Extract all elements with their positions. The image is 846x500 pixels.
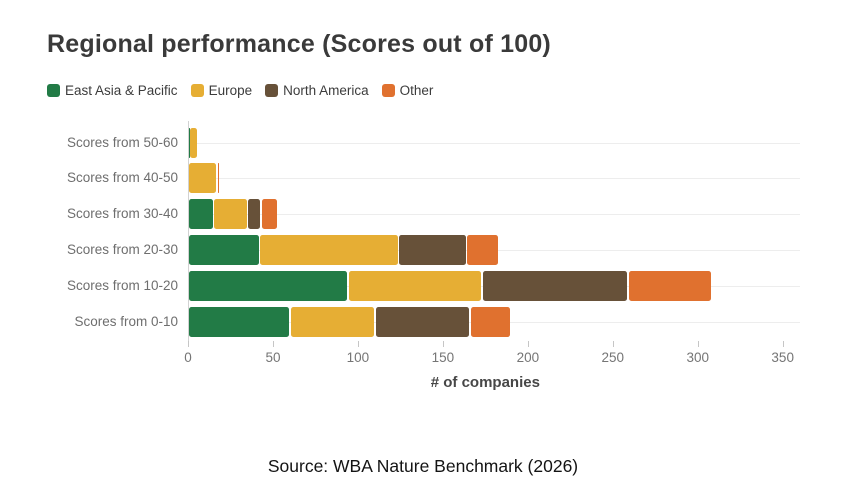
legend-swatch-icon xyxy=(190,84,204,97)
bar-segment xyxy=(188,234,259,265)
bar-segment xyxy=(188,163,217,194)
bar-segment xyxy=(260,234,398,265)
bar-segment xyxy=(188,127,191,158)
category-label: Scores from 0-10 xyxy=(74,313,178,329)
legend-item: East Asia & Pacific xyxy=(47,83,178,98)
bar-segment xyxy=(482,270,628,301)
source-caption: Source: WBA Nature Benchmark (2026) xyxy=(267,456,579,476)
x-axis-tick xyxy=(188,341,189,347)
bar-segment xyxy=(628,270,711,301)
bar-segment xyxy=(348,270,482,301)
row-gridline xyxy=(188,214,800,216)
row-gridline xyxy=(188,178,800,180)
x-axis-tick xyxy=(442,341,444,347)
legend: East Asia & Pacific Europe North America Ot… xyxy=(47,83,433,98)
bar-segment xyxy=(214,199,247,230)
legend-item: Other xyxy=(381,83,434,98)
legend-item: North America xyxy=(265,83,369,98)
x-axis-tick xyxy=(612,341,614,347)
x-axis-tick-label: 250 xyxy=(601,350,625,365)
x-axis-tick-label: 150 xyxy=(431,350,455,365)
y-axis-line xyxy=(188,121,189,347)
bar-segment xyxy=(188,306,290,337)
x-axis-tick-label: 50 xyxy=(265,350,281,365)
bar-segment xyxy=(375,306,470,337)
category-label: Scores from 50-60 xyxy=(66,134,178,150)
bar-segment xyxy=(248,199,261,230)
legend-item: Europe xyxy=(190,83,253,98)
x-axis-tick xyxy=(357,341,359,347)
chart-title: Regional performance (Scores out of 100) xyxy=(47,30,551,58)
category-label: Scores from 30-40 xyxy=(66,206,178,222)
bar-segment xyxy=(467,234,499,265)
x-axis-tick xyxy=(697,341,699,347)
x-axis-tick-label: 100 xyxy=(346,350,370,365)
x-axis-tick xyxy=(527,341,529,347)
x-axis-tick xyxy=(782,341,784,347)
bar-segment xyxy=(217,163,220,194)
legend-swatch-icon xyxy=(381,84,395,97)
x-axis-tick-label: 0 xyxy=(184,350,192,365)
bar-segment xyxy=(190,127,198,158)
legend-label: North America xyxy=(283,83,369,98)
x-axis-title: # of companies xyxy=(430,374,540,391)
legend-label: East Asia & Pacific xyxy=(65,83,178,98)
category-label: Scores from 20-30 xyxy=(66,241,178,257)
bar-segment xyxy=(188,199,213,230)
x-axis-tick xyxy=(272,341,274,347)
bar-segment xyxy=(399,234,466,265)
legend-label: Europe xyxy=(208,83,253,98)
x-axis-tick-label: 200 xyxy=(516,350,540,365)
bar-segment xyxy=(261,199,278,230)
legend-swatch-icon xyxy=(265,84,279,97)
row-gridline xyxy=(188,142,800,144)
category-label: Scores from 40-50 xyxy=(66,170,178,186)
x-axis-tick-label: 350 xyxy=(771,350,794,365)
x-axis-tick-label: 300 xyxy=(686,350,709,365)
bar-segment xyxy=(470,306,511,337)
category-label: Scores from 10-20 xyxy=(66,277,178,293)
bar-segment xyxy=(290,306,375,337)
bar-segment xyxy=(188,270,347,301)
legend-swatch-icon xyxy=(47,84,60,97)
legend-label: Other xyxy=(399,83,434,98)
